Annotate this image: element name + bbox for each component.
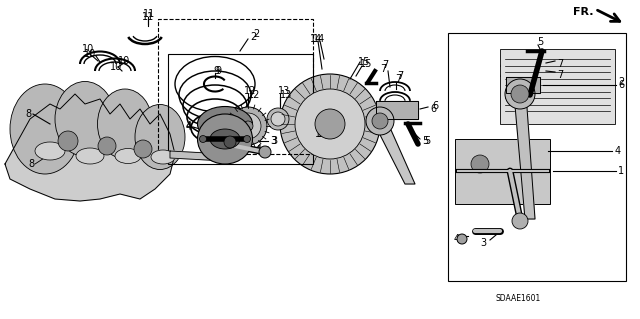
Text: 2: 2 [250, 32, 256, 42]
Ellipse shape [135, 105, 185, 169]
Polygon shape [170, 151, 225, 161]
Ellipse shape [457, 234, 467, 244]
Text: 8: 8 [25, 109, 31, 119]
Ellipse shape [372, 113, 388, 129]
Text: 3: 3 [270, 136, 276, 146]
Text: 11: 11 [143, 9, 156, 19]
Text: 2: 2 [618, 77, 624, 87]
Ellipse shape [259, 146, 271, 158]
Text: 4: 4 [186, 121, 192, 131]
Ellipse shape [35, 142, 65, 160]
Text: FR.: FR. [573, 7, 594, 17]
Ellipse shape [98, 137, 116, 155]
Polygon shape [514, 94, 535, 219]
Text: 4: 4 [256, 144, 262, 154]
Ellipse shape [210, 129, 240, 149]
Polygon shape [5, 94, 175, 201]
Ellipse shape [58, 131, 78, 151]
Text: 13: 13 [280, 90, 292, 100]
Text: 13: 13 [278, 86, 291, 96]
Text: 1: 1 [317, 129, 323, 139]
Ellipse shape [271, 112, 285, 126]
Ellipse shape [134, 140, 152, 158]
Text: 4: 4 [186, 122, 192, 132]
Text: 10: 10 [82, 44, 94, 54]
Ellipse shape [97, 89, 152, 159]
Bar [448, 33, 626, 281]
Ellipse shape [235, 113, 261, 139]
Text: 7: 7 [557, 59, 563, 69]
Text: 7: 7 [557, 70, 563, 80]
Ellipse shape [366, 107, 394, 135]
Text: 7: 7 [382, 60, 388, 70]
Text: 4: 4 [615, 146, 621, 156]
Text: 1: 1 [618, 166, 624, 176]
Ellipse shape [267, 108, 289, 130]
Text: 6: 6 [432, 101, 438, 111]
Bar [455, 139, 550, 204]
Text: 7: 7 [380, 64, 387, 74]
Text: 5: 5 [424, 136, 430, 146]
Text: 3: 3 [480, 238, 486, 248]
Text: SDAAE1601: SDAAE1601 [495, 294, 540, 303]
Ellipse shape [471, 155, 489, 173]
Text: 14: 14 [313, 34, 325, 44]
Text: 15: 15 [360, 59, 372, 69]
Text: 2: 2 [253, 29, 259, 39]
Ellipse shape [505, 79, 535, 109]
Bar [168, 54, 313, 164]
Text: 16: 16 [208, 114, 220, 124]
Polygon shape [373, 121, 415, 184]
Ellipse shape [512, 213, 528, 229]
Ellipse shape [76, 148, 104, 164]
Text: 9: 9 [215, 66, 221, 76]
Ellipse shape [55, 81, 115, 157]
Text: 6: 6 [618, 80, 624, 90]
Text: 6: 6 [430, 104, 436, 114]
Ellipse shape [295, 89, 365, 159]
Ellipse shape [315, 109, 345, 139]
Text: 9: 9 [213, 66, 219, 76]
Text: 16: 16 [208, 112, 220, 122]
Text: 7: 7 [397, 71, 403, 81]
Text: 10: 10 [84, 49, 96, 59]
Ellipse shape [198, 107, 253, 142]
Ellipse shape [151, 150, 175, 164]
Text: 11: 11 [142, 12, 154, 22]
Ellipse shape [10, 84, 80, 174]
Text: 4: 4 [255, 145, 261, 155]
Bar [500, 49, 615, 124]
Polygon shape [506, 77, 540, 93]
Bar [158, 19, 313, 154]
Ellipse shape [280, 74, 380, 174]
Text: 12: 12 [248, 90, 260, 100]
Text: 5: 5 [537, 37, 543, 47]
Ellipse shape [229, 107, 267, 145]
Text: 5: 5 [422, 136, 428, 146]
Ellipse shape [243, 121, 253, 131]
Text: 8: 8 [28, 159, 34, 169]
Text: 1: 1 [315, 129, 321, 139]
Text: 10: 10 [110, 62, 122, 72]
Ellipse shape [200, 136, 207, 143]
Ellipse shape [224, 136, 236, 148]
Text: 12: 12 [244, 86, 257, 96]
Ellipse shape [198, 114, 253, 164]
Text: 7: 7 [395, 74, 401, 84]
Text: 10: 10 [118, 56, 131, 66]
Text: 14: 14 [310, 34, 323, 44]
Text: 4: 4 [454, 234, 460, 244]
Ellipse shape [115, 149, 141, 164]
Text: 3: 3 [271, 136, 277, 146]
Text: 15: 15 [358, 57, 371, 67]
Ellipse shape [243, 136, 250, 143]
Ellipse shape [511, 85, 529, 103]
Polygon shape [376, 101, 418, 119]
